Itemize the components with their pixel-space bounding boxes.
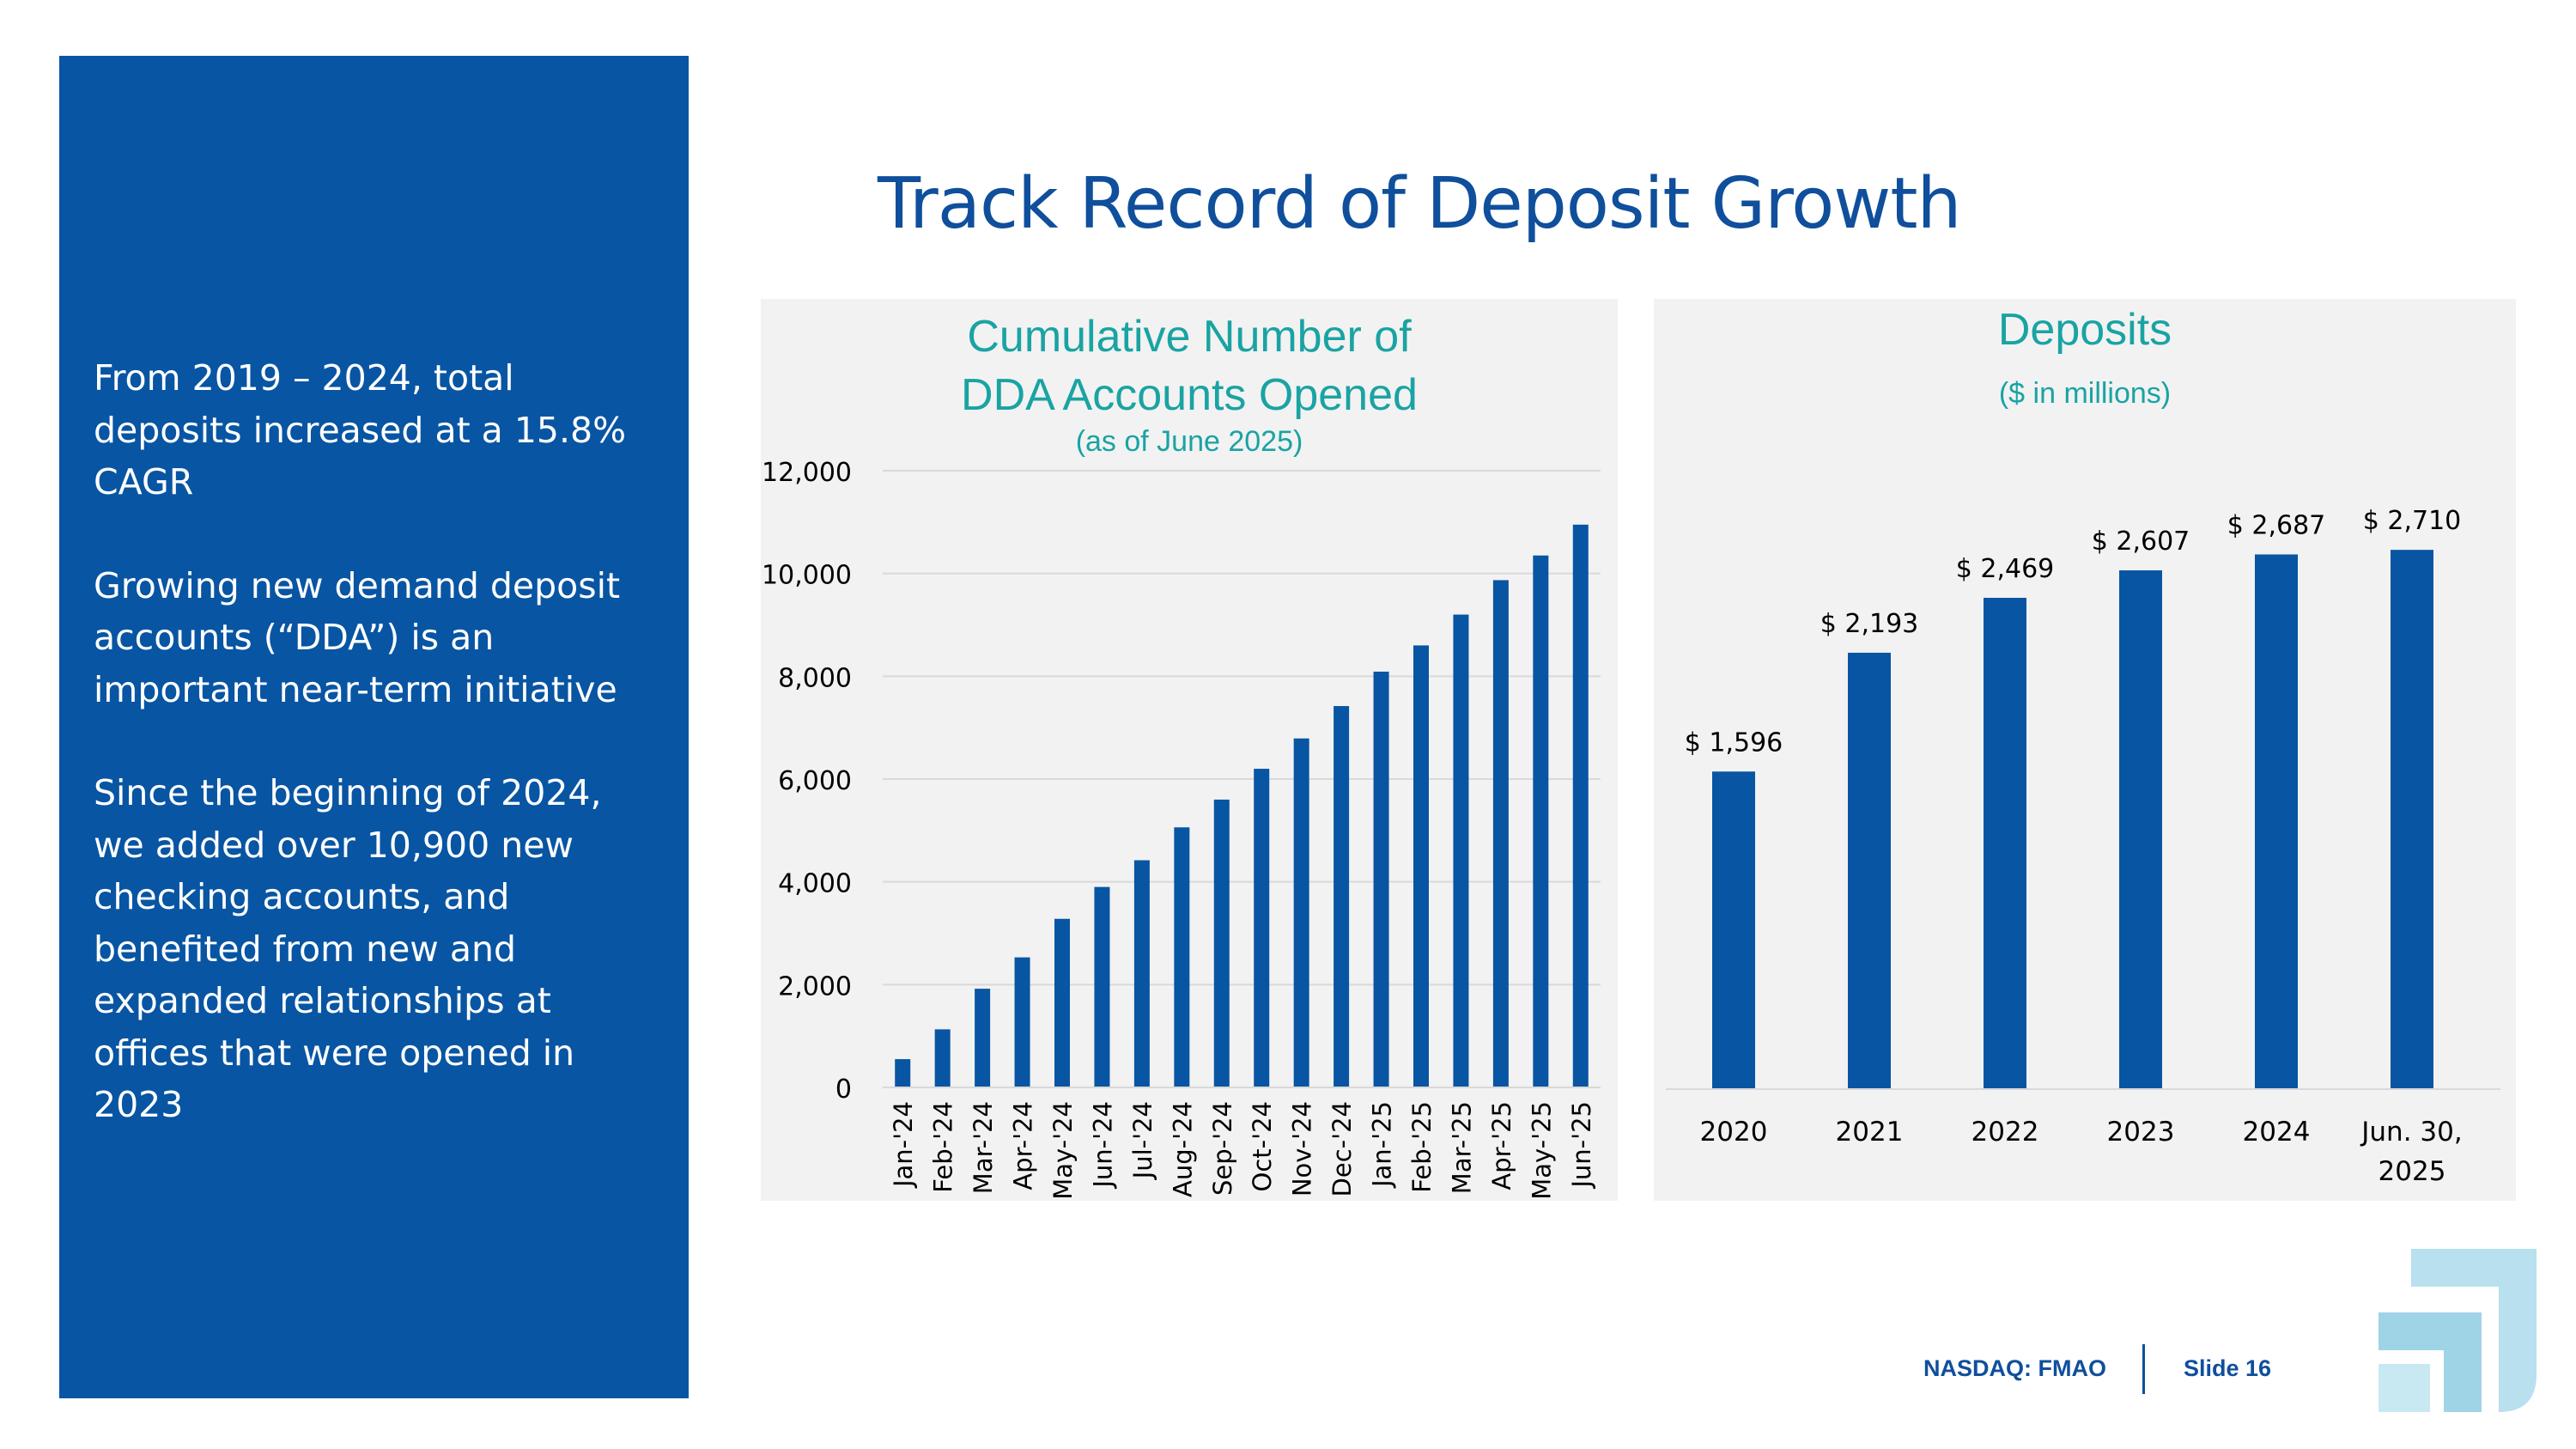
x-tick-label: Sep-'24 xyxy=(1208,1101,1237,1196)
deposits-chart-subtitle: ($ in millions) xyxy=(1998,377,2172,410)
x-tick-label: Jan-'24 xyxy=(889,1101,918,1189)
sidebar-paragraph-dda: Growing new demand deposit accounts (“DD… xyxy=(94,564,621,710)
sidebar-text: From 2019 – 2024, total deposits increas… xyxy=(94,352,660,1183)
dda-bar xyxy=(1094,886,1110,1087)
dda-bar xyxy=(1373,671,1389,1087)
dda-bar xyxy=(1254,769,1270,1087)
x-tick-label: Oct-'24 xyxy=(1248,1101,1277,1191)
x-tick-label: 2023 xyxy=(2107,1117,2175,1148)
deposits-chart-title: Deposits xyxy=(1997,305,2172,355)
dda-bar xyxy=(1133,860,1150,1087)
footer-slide-number: Slide 16 xyxy=(2184,1355,2272,1381)
dda-bar xyxy=(1174,827,1190,1087)
dda-bar xyxy=(1213,799,1230,1087)
company-logo xyxy=(2379,1249,2537,1412)
dda-chart-title: Cumulative Number of DDA Accounts Opened xyxy=(761,307,1618,424)
x-tick-label: 2024 xyxy=(2243,1117,2311,1148)
x-tick-label: 2025 xyxy=(2379,1156,2446,1187)
x-tick-label: May-'24 xyxy=(1048,1101,1078,1200)
x-tick-label: Mar-'25 xyxy=(1447,1101,1476,1194)
dda-chart: 0 2,000 4,000 6,000 8,000 10,000 12,000 Jan-'24… xyxy=(762,458,1601,1200)
deposits-chart: $ 1,596 2020 $ 2,193 2021 $ 2,469 2022 $ 2,607… xyxy=(1666,506,2500,1187)
sidebar-paragraph-cagr: From 2019 – 2024, total deposits increas… xyxy=(94,357,627,502)
deposits-chart-panel: Deposits ($ in millions) $ 1,596 2020 $ 2,… xyxy=(1654,299,2516,1201)
y-tick-label: 2,000 xyxy=(778,971,852,1002)
footer-ticker: NASDAQ: FMAO xyxy=(1923,1355,2106,1381)
deposit-bar xyxy=(2255,554,2298,1089)
dda-bar xyxy=(1334,706,1350,1087)
dda-bar xyxy=(1572,524,1589,1087)
x-tick-label: Feb-'24 xyxy=(929,1101,958,1193)
dda-bar xyxy=(1054,918,1070,1087)
dda-chart-title-line2: DDA Accounts Opened xyxy=(961,370,1418,420)
sidebar-paragraph-accounts: Since the beginning of 2024, we added ov… xyxy=(94,772,602,1125)
x-tick-label: May-'25 xyxy=(1527,1101,1556,1200)
deposit-data-label: $ 2,469 xyxy=(1956,554,2055,584)
deposit-bar xyxy=(1984,598,2026,1089)
y-tick-label: 0 xyxy=(835,1075,852,1105)
slide-title: Track Record of Deposit Growth xyxy=(878,163,1961,245)
sidebar-panel: From 2019 – 2024, total deposits increas… xyxy=(59,56,689,1398)
dda-bar xyxy=(934,1029,951,1087)
y-tick-label: 4,000 xyxy=(778,869,852,899)
y-tick-label: 12,000 xyxy=(762,458,852,488)
x-tick-label: Jul-'24 xyxy=(1128,1101,1157,1180)
deposit-bar xyxy=(2391,550,2433,1089)
dda-chart-panel: Cumulative Number of DDA Accounts Opened… xyxy=(761,299,1618,1201)
y-tick-label: 6,000 xyxy=(778,766,852,796)
deposit-bar xyxy=(1848,652,1891,1089)
dda-chart-title-line1: Cumulative Number of xyxy=(967,312,1412,362)
dda-chart-subtitle: (as of June 2025) xyxy=(1075,425,1303,458)
dda-bar xyxy=(1492,580,1509,1087)
x-tick-label: 2022 xyxy=(1971,1117,2039,1148)
deposit-data-label: $ 1,596 xyxy=(1685,728,1783,758)
deposit-data-label: $ 2,607 xyxy=(2092,527,2190,557)
dda-bar xyxy=(1413,645,1429,1087)
y-tick-label: 8,000 xyxy=(778,663,852,693)
y-tick-label: 10,000 xyxy=(762,561,852,591)
x-tick-label: Apr-'24 xyxy=(1009,1101,1038,1190)
deposit-bar xyxy=(1712,771,1755,1089)
x-tick-label: 2021 xyxy=(1836,1117,1904,1148)
x-tick-label: Apr-'25 xyxy=(1487,1101,1516,1190)
dda-bar xyxy=(1453,614,1469,1087)
footer-divider xyxy=(2142,1344,2145,1394)
x-tick-label: Jun-'24 xyxy=(1088,1101,1117,1190)
dda-bar xyxy=(975,989,991,1087)
x-tick-label: Feb-'25 xyxy=(1407,1101,1437,1193)
x-tick-label: 2020 xyxy=(1700,1117,1768,1148)
deposit-data-label: $ 2,687 xyxy=(2227,511,2326,541)
deposit-data-label: $ 2,710 xyxy=(2363,506,2462,536)
dda-bar xyxy=(1014,957,1030,1087)
x-tick-label: Jun. 30, xyxy=(2360,1117,2462,1148)
x-tick-label: Jan-'25 xyxy=(1368,1101,1397,1189)
deposit-bar xyxy=(2119,570,2162,1089)
deposit-data-label: $ 2,193 xyxy=(1820,609,1919,639)
x-tick-label: Dec-'24 xyxy=(1327,1101,1357,1196)
x-tick-label: Jun-'25 xyxy=(1567,1101,1596,1190)
dda-bar xyxy=(895,1059,911,1087)
dda-bar xyxy=(1533,555,1549,1087)
x-tick-label: Mar-'24 xyxy=(969,1101,998,1194)
x-tick-label: Nov-'24 xyxy=(1288,1101,1317,1196)
x-tick-label: Aug-'24 xyxy=(1168,1101,1197,1197)
dda-bar xyxy=(1293,738,1309,1087)
